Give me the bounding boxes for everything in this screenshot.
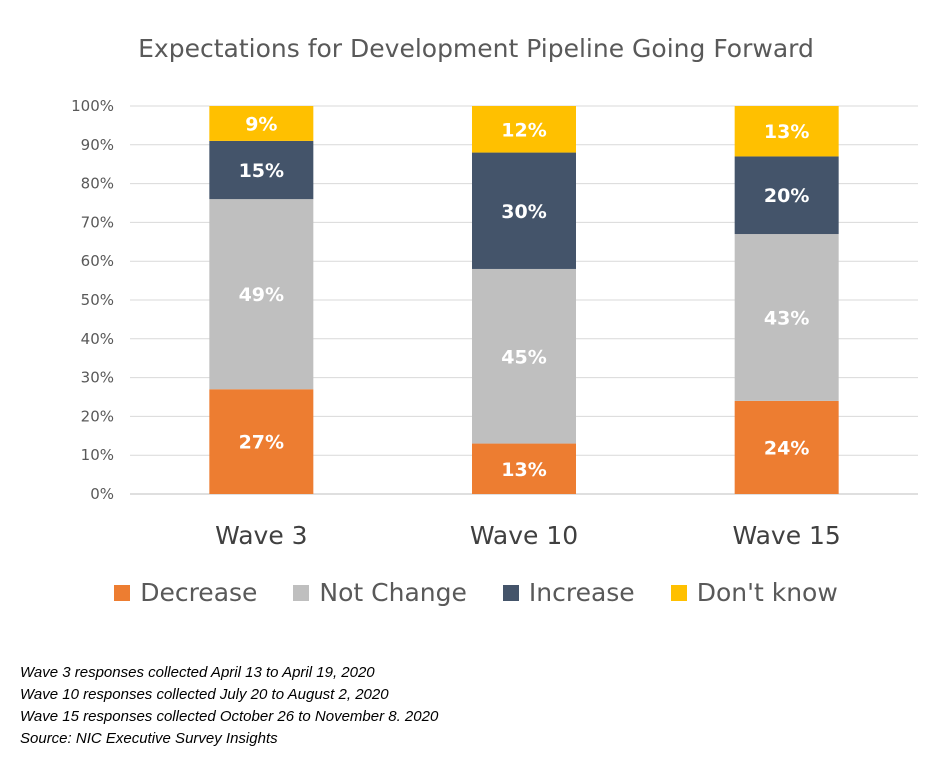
data-label: 9%	[245, 113, 277, 135]
y-tick-label: 70%	[81, 213, 114, 231]
y-tick-label: 90%	[81, 136, 114, 154]
data-label: 12%	[501, 119, 546, 141]
legend-swatch-decrease	[114, 584, 131, 601]
legend-item-increase: Increase	[502, 578, 635, 607]
legend: Decrease Not Change Increase Don't know	[0, 578, 952, 607]
bar-segment-decrease	[472, 443, 576, 494]
stacked-bar-chart: 0% 10% 20% 30% 40% 50% 60% 70% 80% 90% 100% 27% 49% 1…	[71, 97, 918, 550]
legend-item-dont-know: Don't know	[670, 578, 838, 607]
legend-item-decrease: Decrease	[114, 578, 257, 607]
y-tick-label: 60%	[81, 252, 114, 270]
y-tick-label: 30%	[81, 369, 114, 387]
y-tick-label: 80%	[81, 175, 114, 193]
bar-segment-increase	[472, 152, 576, 269]
data-label: 43%	[764, 307, 809, 329]
bar-segment-don-t-know	[209, 106, 314, 141]
footnote-wave-3: Wave 3 responses collected April 13 to A…	[20, 664, 375, 681]
y-tick-label: 20%	[81, 407, 114, 425]
bar-segment-not-change	[472, 268, 576, 444]
footnote-source: Source: NIC Executive Survey Insights	[20, 730, 278, 747]
bar-segment-don-t-know	[472, 106, 576, 153]
chart-title: Expectations for Development Pipeline Go…	[138, 34, 814, 63]
legend-item-not-change: Not Change	[293, 578, 467, 607]
data-label: 45%	[501, 346, 546, 368]
bar-segment-increase	[734, 156, 839, 235]
bar-segment-not-change	[734, 234, 839, 401]
y-tick-label: 100%	[71, 97, 114, 115]
y-tick-label: 40%	[81, 330, 114, 348]
legend-label-increase: Increase	[528, 578, 635, 607]
y-tick-label: 10%	[81, 446, 114, 464]
data-label: 30%	[501, 201, 546, 223]
data-label: 49%	[239, 284, 284, 306]
footnote-wave-10: Wave 10 responses collected July 20 to A…	[20, 686, 389, 703]
legend-swatch-increase	[502, 584, 519, 601]
x-category-label: Wave 3	[215, 521, 307, 550]
bar-segment-decrease	[734, 400, 839, 494]
bar-segment-decrease	[209, 389, 314, 494]
y-tick-label: 50%	[81, 291, 114, 309]
x-category-label: Wave 15	[732, 521, 840, 550]
data-label: 20%	[764, 185, 809, 207]
data-label: 27%	[239, 432, 284, 454]
bar-segment-not-change	[209, 199, 314, 390]
legend-label-dont-know: Don't know	[696, 578, 838, 607]
legend-swatch-not-change	[293, 584, 310, 601]
footnote-wave-15: Wave 15 responses collected October 26 t…	[20, 708, 439, 725]
bar-segment-don-t-know	[734, 106, 839, 157]
x-category-label: Wave 10	[470, 521, 578, 550]
data-label: 13%	[501, 459, 546, 481]
footnotes: Wave 3 responses collected April 13 to A…	[20, 662, 438, 750]
data-label: 24%	[764, 437, 809, 459]
bar-segment-increase	[209, 140, 314, 200]
legend-label-not-change: Not Change	[319, 578, 467, 607]
data-label: 13%	[764, 121, 809, 143]
legend-swatch-dont-know	[670, 584, 687, 601]
y-tick-label: 0%	[90, 485, 114, 503]
legend-label-decrease: Decrease	[140, 578, 258, 607]
data-label: 15%	[239, 160, 284, 182]
